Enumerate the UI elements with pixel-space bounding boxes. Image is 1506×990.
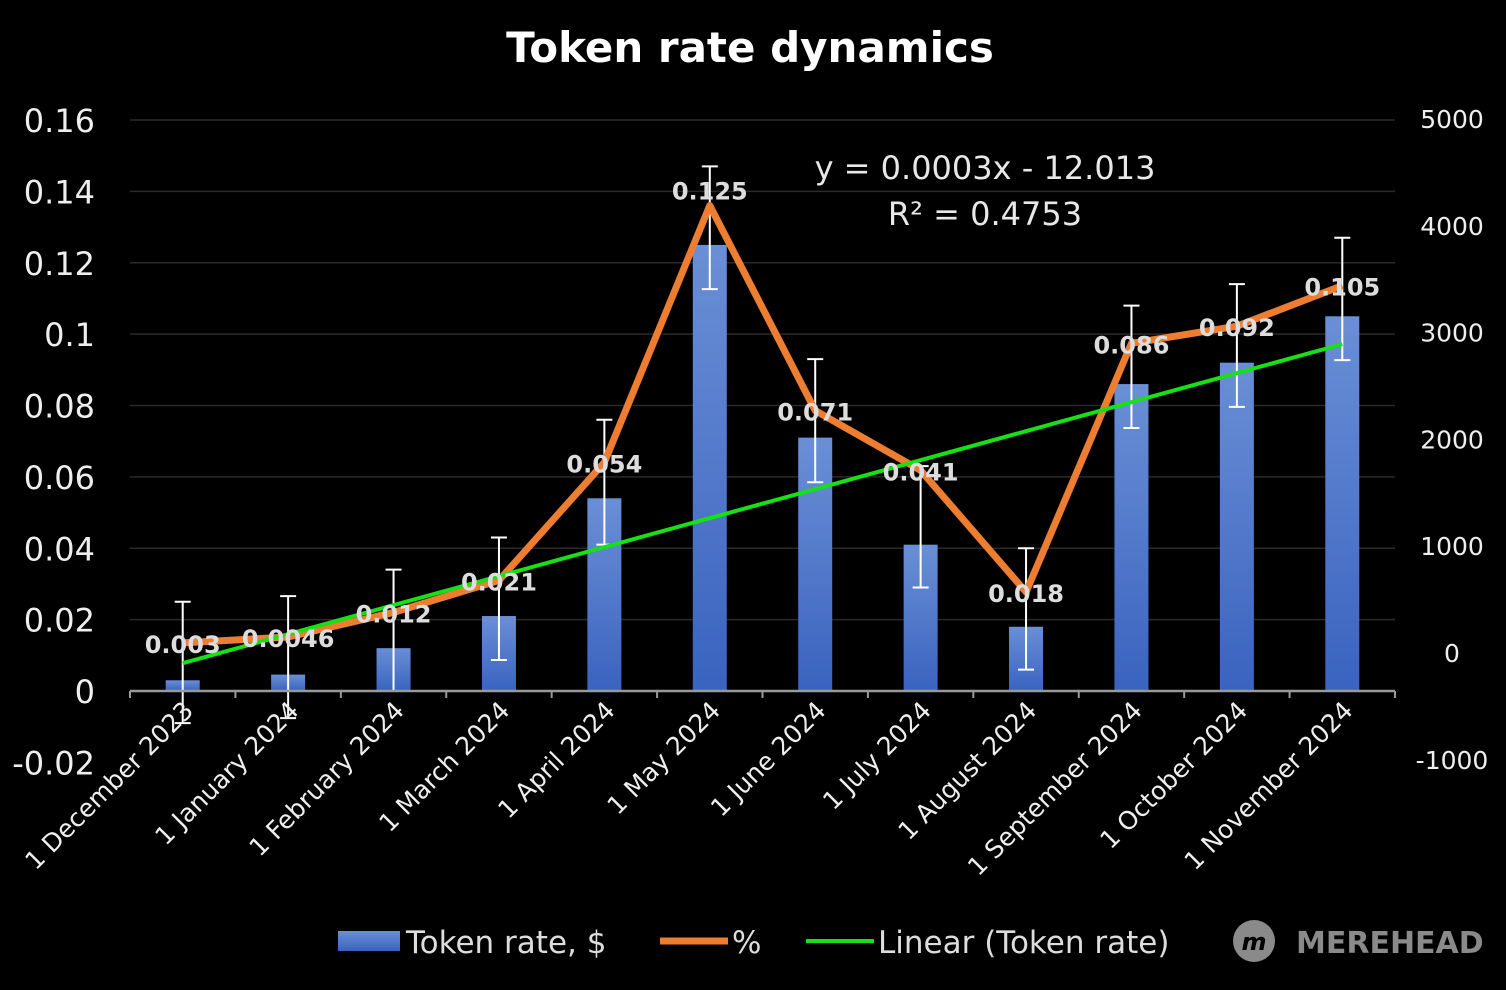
bar bbox=[1114, 384, 1149, 691]
right-axis-tick: -1000 bbox=[1416, 746, 1489, 775]
bar bbox=[1219, 362, 1254, 691]
trendline-r2: R² = 0.4753 bbox=[888, 195, 1082, 233]
left-axis-tick: -0.02 bbox=[12, 744, 95, 782]
right-axis-tick: 1000 bbox=[1420, 532, 1484, 561]
data-label: 0.086 bbox=[1093, 331, 1169, 359]
left-axis-tick: 0.02 bbox=[24, 602, 95, 640]
linear-trendline bbox=[182, 342, 1343, 666]
left-axis-tick: 0.06 bbox=[24, 459, 95, 497]
data-label: 0.125 bbox=[672, 178, 748, 206]
left-axis-tick: 0.08 bbox=[24, 388, 95, 426]
data-label: 0.105 bbox=[1304, 274, 1380, 302]
right-axis-tick: 3000 bbox=[1420, 319, 1484, 348]
right-axis-tick: 0 bbox=[1444, 639, 1460, 668]
bar bbox=[692, 244, 727, 691]
legend-label-percent: % bbox=[732, 925, 761, 961]
chart-title: Token rate dynamics bbox=[506, 23, 994, 72]
data-label: 0.041 bbox=[883, 458, 959, 486]
merehead-logo-icon bbox=[1233, 920, 1275, 962]
right-axis-tick: 2000 bbox=[1420, 425, 1484, 454]
merehead-wordmark: MEREHEAD bbox=[1296, 926, 1484, 961]
data-label: 0.003 bbox=[145, 631, 221, 659]
left-axis-tick: 0 bbox=[75, 673, 95, 711]
data-label: 0.054 bbox=[566, 450, 642, 478]
data-label: 0.018 bbox=[988, 580, 1064, 608]
merehead-logo: m MEREHEAD bbox=[1233, 920, 1484, 962]
right-axis-tick: 5000 bbox=[1420, 105, 1484, 134]
x-axis-tick: 1 September 2024 bbox=[962, 696, 1148, 882]
data-label: 0.071 bbox=[777, 399, 853, 427]
bar bbox=[1325, 316, 1360, 691]
legend-swatch-token-rate bbox=[338, 931, 400, 951]
legend: Token rate, $ % Linear (Token rate) bbox=[338, 925, 1169, 961]
percent-line bbox=[182, 202, 1344, 647]
data-label: 0.021 bbox=[461, 568, 537, 596]
data-label: 0.012 bbox=[356, 600, 432, 628]
svg-text:m: m bbox=[1241, 928, 1266, 956]
left-axis-tick: 0.1 bbox=[44, 316, 95, 354]
left-axis-tick: 0.04 bbox=[24, 530, 95, 568]
legend-label-linear: Linear (Token rate) bbox=[878, 925, 1169, 961]
left-axis-tick: 0.16 bbox=[24, 102, 95, 140]
legend-label-token-rate: Token rate, $ bbox=[405, 925, 606, 961]
right-axis-tick: 4000 bbox=[1420, 212, 1484, 241]
left-axis-tick: 0.12 bbox=[24, 245, 95, 283]
data-label: 0.092 bbox=[1199, 314, 1275, 342]
trendline-equation: y = 0.0003x - 12.013 bbox=[815, 149, 1156, 187]
left-axis-tick: 0.14 bbox=[24, 173, 95, 211]
data-label: 0.0046 bbox=[242, 625, 335, 653]
